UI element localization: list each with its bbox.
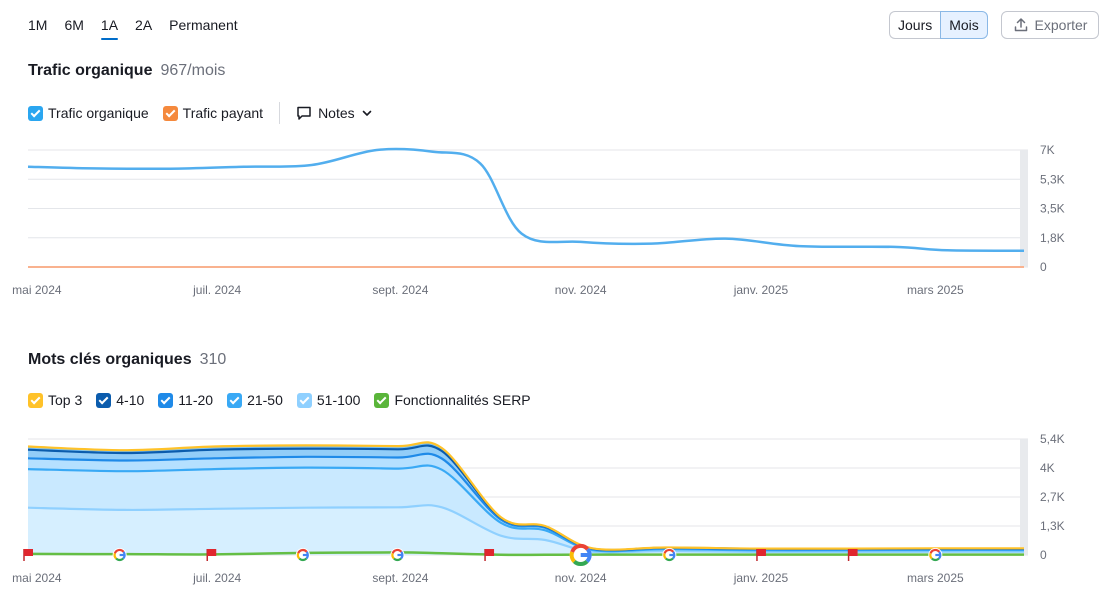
period-6m[interactable]: 6M: [64, 17, 84, 33]
upload-icon: [1014, 18, 1027, 32]
keywords-x-tick-label: mars 2025: [907, 571, 964, 585]
months-button[interactable]: Mois: [940, 11, 988, 39]
series-top-3-line: [27, 441, 1024, 551]
export-button[interactable]: Exporter: [1001, 11, 1099, 39]
export-label: Exporter: [1034, 17, 1088, 33]
comment-icon: [297, 106, 311, 120]
keywords-x-tick-label: juil. 2024: [192, 571, 241, 585]
checkbox-51-100-icon: [296, 392, 312, 408]
checkbox-11-20-icon: [158, 392, 174, 408]
notes-dropdown[interactable]: Notes: [296, 105, 373, 121]
checkbox-paid-icon: [162, 105, 178, 121]
period-1m[interactable]: 1M: [28, 17, 48, 33]
legend-organic-label: Trafic organique: [48, 105, 149, 121]
traffic-title: Trafic organique 967/mois: [28, 62, 225, 80]
flag-marker-icon[interactable]: [484, 549, 495, 561]
period-1a[interactable]: 1A: [100, 16, 119, 40]
keywords-scroll-edge: [1020, 439, 1028, 555]
flag-marker-icon[interactable]: [23, 549, 33, 561]
legend-4-10-label: 4-10: [116, 392, 145, 408]
legend-serp[interactable]: Fonctionnalités SERP: [374, 392, 531, 408]
legend-divider: [279, 102, 281, 124]
period-2a[interactable]: 2A: [135, 17, 153, 33]
google-update-icon[interactable]: [112, 548, 127, 562]
google-update-large-icon[interactable]: [569, 543, 592, 567]
legend-51-100[interactable]: 51-100: [296, 392, 361, 408]
checkbox-organic-icon: [28, 105, 43, 121]
google-update-icon[interactable]: [928, 548, 943, 562]
traffic-x-tick-label: nov. 2024: [555, 283, 607, 297]
chevron-down-icon: [362, 110, 371, 116]
traffic-y-tick-label: 3,5K: [1040, 202, 1065, 216]
keywords-x-tick-label: mai 2024: [12, 571, 62, 585]
notes-label: Notes: [318, 105, 355, 121]
traffic-x-tick-label: mai 2024: [12, 283, 62, 297]
keywords-title-text: Mots clés organiques: [28, 351, 192, 368]
checkbox-top3-icon: [28, 392, 43, 408]
legend-paid-traffic[interactable]: Trafic payant: [162, 105, 264, 121]
google-update-icon[interactable]: [390, 548, 405, 562]
traffic-x-tick-label: mars 2025: [907, 283, 964, 297]
legend-11-20[interactable]: 11-20: [158, 392, 213, 408]
traffic-y-tick-label: 0: [1040, 260, 1047, 274]
keywords-y-tick-label: 1,3K: [1040, 519, 1065, 533]
keywords-value: 310: [199, 351, 227, 368]
flag-marker-icon[interactable]: [847, 549, 858, 561]
legend-51-100-label: 51-100: [316, 392, 361, 408]
keywords-y-tick-label: 2,7K: [1040, 490, 1065, 504]
traffic-title-text: Trafic organique: [28, 62, 153, 79]
traffic-x-tick-label: sept. 2024: [372, 283, 428, 297]
keywords-y-tick-label: 4K: [1040, 461, 1055, 475]
traffic-legend: Trafic organique Trafic payant Notes: [28, 102, 373, 124]
keywords-legend: Top 3 4-10 11-20 21-50 51-100 Fonctionna…: [28, 392, 545, 408]
keywords-title: Mots clés organiques 310: [28, 351, 226, 369]
google-update-icon[interactable]: [295, 548, 310, 562]
traffic-value: 967/mois: [160, 62, 226, 79]
checkbox-serp-icon: [374, 392, 390, 408]
traffic-scroll-edge: [1020, 150, 1028, 267]
legend-21-50[interactable]: 21-50: [227, 392, 283, 408]
traffic-x-tick-label: juil. 2024: [192, 283, 241, 297]
granularity-toggle: Jours Mois: [889, 11, 988, 39]
period-permanent[interactable]: Permanent: [169, 17, 238, 33]
flag-marker-icon[interactable]: [756, 549, 766, 561]
keywords-y-tick-label: 0: [1040, 548, 1047, 562]
legend-11-20-label: 11-20: [178, 392, 214, 408]
keywords-x-tick-label: nov. 2024: [555, 571, 607, 585]
legend-organic-traffic[interactable]: Trafic organique: [28, 105, 149, 121]
legend-top3-label: Top 3: [48, 392, 83, 408]
checkbox-21-50-icon: [227, 392, 243, 408]
traffic-x-tick-label: janv. 2025: [733, 283, 789, 297]
legend-4-10[interactable]: 4-10: [96, 392, 144, 408]
traffic-y-tick-label: 1,8K: [1040, 231, 1065, 245]
keywords-x-tick-label: janv. 2025: [733, 571, 789, 585]
days-button[interactable]: Jours: [889, 11, 941, 39]
legend-paid-label: Trafic payant: [182, 105, 264, 121]
series-51-100-area: [28, 505, 1024, 555]
google-update-icon[interactable]: [662, 548, 677, 562]
checkbox-4-10-icon: [96, 392, 112, 408]
traffic-chart: 0 1,8K 3,5K 5,3K 7K mai 2024 juil. 2024 sept. 2…: [12, 143, 1065, 297]
traffic-y-tick-label: 7K: [1040, 143, 1055, 157]
legend-serp-label: Fonctionnalités SERP: [394, 392, 531, 408]
traffic-y-tick-label: 5,3K: [1040, 172, 1065, 186]
series-organic-traffic-line: [27, 147, 1025, 253]
keywords-chart: 0 1,3K 2,7K 4K 5,4K mai 2024 juil. 2024 sept. 2…: [12, 432, 1065, 585]
legend-21-50-label: 21-50: [247, 392, 283, 408]
period-selector: 1M 6M 1A 2A Permanent: [28, 16, 255, 40]
keywords-y-tick-label: 5,4K: [1040, 432, 1065, 446]
legend-top3[interactable]: Top 3: [28, 392, 82, 408]
flag-marker-icon[interactable]: [206, 549, 217, 561]
keywords-x-tick-label: sept. 2024: [372, 571, 428, 585]
